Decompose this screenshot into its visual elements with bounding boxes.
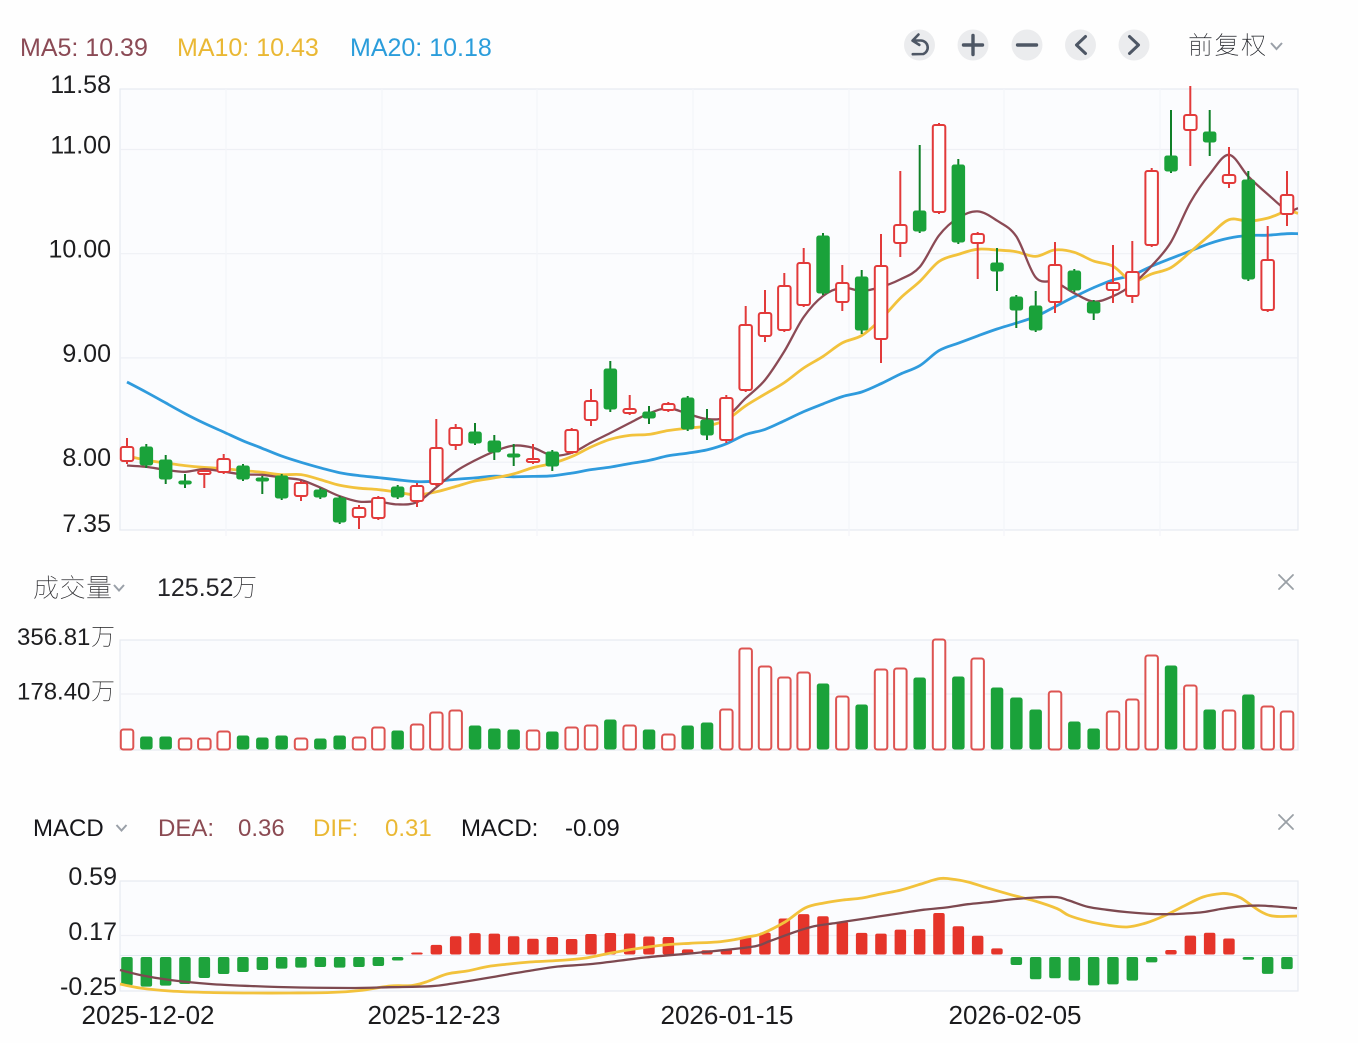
svg-text:10.00: 10.00 — [48, 236, 111, 264]
svg-text:11.58: 11.58 — [50, 71, 111, 99]
svg-text:8.00: 8.00 — [62, 444, 111, 472]
svg-text:2026-02-05: 2026-02-05 — [949, 1000, 1082, 1030]
svg-text:MACD:: MACD: — [461, 815, 538, 842]
svg-text:178.40: 178.40 — [17, 679, 90, 706]
svg-text:-0.25: -0.25 — [60, 973, 117, 1001]
svg-text:DEA:: DEA: — [158, 815, 214, 842]
svg-text:2025-12-02: 2025-12-02 — [82, 1000, 215, 1030]
svg-text:0.17: 0.17 — [68, 918, 117, 946]
svg-text:MA10: 10.43: MA10: 10.43 — [177, 34, 319, 62]
svg-text:MA5: 10.39: MA5: 10.39 — [20, 34, 148, 62]
svg-text:2026-01-15: 2026-01-15 — [661, 1000, 794, 1030]
svg-text:DIF:: DIF: — [313, 815, 358, 842]
svg-text:356.81: 356.81 — [17, 624, 90, 651]
svg-text:0.59: 0.59 — [68, 863, 117, 891]
svg-text:MA20: 10.18: MA20: 10.18 — [350, 34, 492, 62]
svg-text:MACD: MACD — [33, 815, 104, 842]
svg-text:9.00: 9.00 — [62, 340, 111, 368]
svg-text:125.52: 125.52 — [157, 574, 233, 602]
svg-text:2025-12-23: 2025-12-23 — [368, 1000, 501, 1030]
svg-text:0.36: 0.36 — [238, 815, 285, 842]
svg-text:0.31: 0.31 — [385, 815, 432, 842]
svg-text:7.35: 7.35 — [62, 510, 111, 538]
svg-text:-0.09: -0.09 — [565, 815, 620, 842]
svg-text:11.00: 11.00 — [50, 132, 111, 160]
